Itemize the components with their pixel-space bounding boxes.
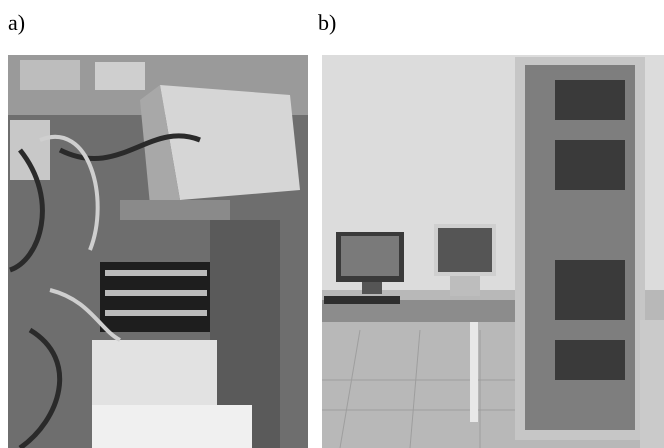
photo-a	[8, 55, 308, 448]
panel-label: b)	[318, 10, 336, 35]
photo-b	[322, 55, 664, 448]
panel-label: a)	[8, 10, 25, 35]
